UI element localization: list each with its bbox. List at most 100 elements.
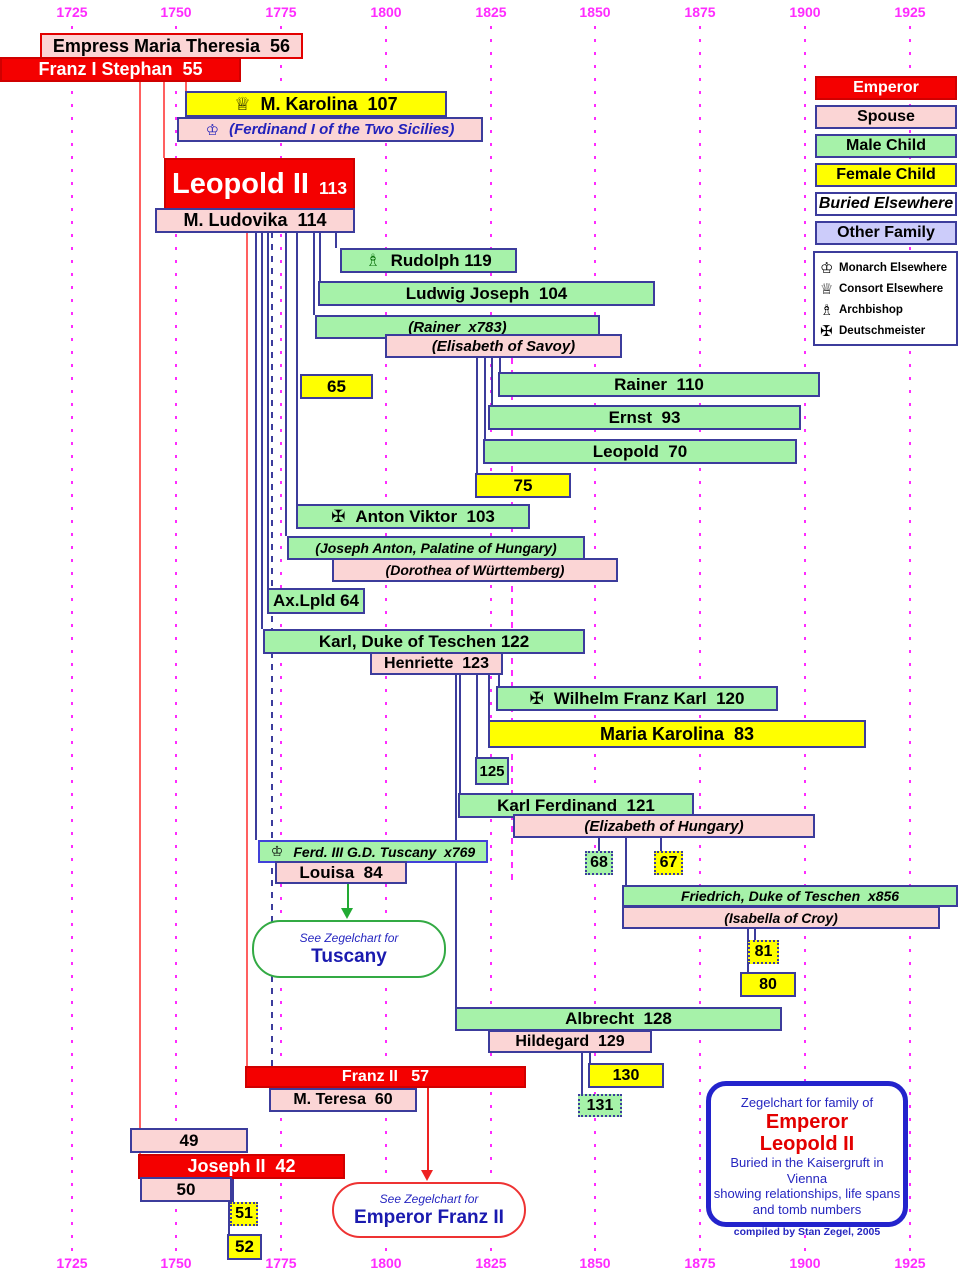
descent-line-12 [271, 232, 273, 1088]
bar-friedrich-duke-of-teschen-x856: Friedrich, Duke of Teschen x856 [622, 885, 958, 907]
bar-tomb-131: 131 [578, 1094, 622, 1117]
top-axis-label-1775: 1775 [265, 4, 297, 20]
bar-tomb-49: 49 [130, 1128, 248, 1153]
bar-m-ludovika-114: M. Ludovika 114 [155, 208, 355, 233]
bottom-axis-label-1800: 1800 [370, 1255, 402, 1271]
descent-line-20 [476, 675, 478, 757]
bar-label: Albrecht 128 [565, 1009, 672, 1028]
bottom-axis-label-1725: 1725 [56, 1255, 88, 1271]
descent-line-13 [511, 358, 513, 884]
bar-label: Franz I Stephan 55 [38, 59, 203, 79]
descent-line-19 [488, 675, 490, 720]
bar-label: Louisa 84 [299, 862, 383, 882]
bar-label: 51 [235, 1205, 253, 1222]
bottom-axis-label-1825: 1825 [475, 1255, 507, 1271]
franz-ii-arrow-head [421, 1170, 433, 1181]
top-axis-label-1800: 1800 [370, 4, 402, 20]
bar-label: Ax.Lpld 64 [273, 591, 359, 610]
descent-line-1 [163, 59, 165, 158]
archbishop-icon: ♗ [365, 250, 381, 271]
monarch-icon: ♔ [205, 120, 220, 139]
tuscany-chart-link-bubble[interactable]: See Zegelchart for Tuscany [252, 920, 446, 978]
title-desc-1: Buried in the Kaisergruft in Vienna [730, 1155, 884, 1186]
descent-line-10 [261, 232, 263, 629]
bar-label: (Joseph Anton, Palatine of Hungary) [315, 540, 557, 556]
legend-icon-row-monarch: ♔ Monarch Elsewhere [820, 257, 953, 278]
year-gridline-1725 [71, 26, 73, 1252]
bar-label: Empress Maria Theresia 56 [52, 35, 291, 56]
legend-icon-label: Archbishop [839, 303, 903, 316]
top-axis-label-1725: 1725 [56, 4, 88, 20]
descent-line-30 [232, 1179, 234, 1202]
bar-hildegard-129: Hildegard 129 [488, 1030, 652, 1053]
bar-label: (Isabella of Croy) [724, 909, 838, 926]
bar-franz-i-stephan: Franz I Stephan 55 [0, 57, 241, 82]
bottom-axis-label-1850: 1850 [579, 1255, 611, 1271]
bar-label: (Rainer x783) [408, 318, 507, 336]
bar-label: Leopold 70 [592, 441, 688, 461]
bar-tomb-65: 65 [300, 374, 373, 399]
chart-title-box: Zegelchart for family of Emperor Leopold… [706, 1081, 908, 1238]
bar-label: 50 [176, 1179, 196, 1199]
bar-tomb-52: 52 [227, 1234, 262, 1260]
top-axis-label-1850: 1850 [579, 4, 611, 20]
legend-item-spouse: Spouse [815, 105, 957, 129]
bar-maria-karolina-83: Maria Karolina 83 [488, 720, 866, 748]
descent-line-21 [459, 675, 461, 793]
archbishop-icon: ♗ [820, 300, 834, 319]
bar-tomb-51: 51 [230, 1202, 258, 1226]
bar-tomb-130: 130 [588, 1063, 664, 1088]
bar-label: M. Karolina 107 [260, 93, 398, 114]
bar-label: (Elizabeth of Hungary) [584, 817, 744, 835]
legend-item-other: Other Family [815, 221, 957, 245]
consort-icon: ♕ [820, 279, 834, 298]
bottom-axis-label-1875: 1875 [684, 1255, 716, 1271]
bar-label: Ferd. III G.D. Tuscany x769 [293, 843, 476, 860]
franz-ii-arrow [427, 1088, 429, 1170]
bar-label: 67 [659, 854, 678, 871]
legend-icon-row-deutschmeister: ✠ Deutschmeister [820, 320, 953, 341]
bar-ernst-93: Ernst 93 [488, 405, 801, 430]
bar-label: (Elisabeth of Savoy) [431, 337, 576, 355]
top-axis-label-1925: 1925 [894, 4, 926, 20]
descent-line-16 [484, 358, 486, 439]
legend-icon-row-consort: ♕ Consort Elsewhere [820, 278, 953, 299]
title-emperor: Emperor [765, 1111, 849, 1133]
bar-label: 68 [590, 854, 608, 871]
descent-line-4 [335, 232, 337, 248]
descent-line-7 [296, 232, 298, 504]
bar-label: (Ferdinand I of the Two Sicilies) [229, 121, 455, 138]
descent-line-28 [589, 1053, 591, 1063]
franz-bubble-caption: See Zegelchart for [379, 1191, 479, 1206]
tuscany-arrow [347, 884, 349, 908]
top-axis-label-1825: 1825 [475, 4, 507, 20]
franz-ii-chart-link-bubble[interactable]: See Zegelchart for Emperor Franz II [332, 1182, 526, 1238]
year-gridline-1900 [804, 26, 806, 1252]
year-gridline-1875 [699, 26, 701, 1252]
bar-henriette-123: Henriette 123 [370, 652, 503, 675]
bar-label: Henriette 123 [384, 654, 489, 672]
bottom-axis-label-1900: 1900 [789, 1255, 821, 1271]
monarch-icon: ♔ [820, 258, 834, 277]
bar-label: Ludwig Joseph 104 [405, 283, 568, 303]
bar-label: Franz II 57 [341, 1068, 430, 1085]
bar-label: 130 [612, 1066, 640, 1084]
legend-icon-label: Deutschmeister [839, 324, 926, 337]
bottom-axis-label-1925: 1925 [894, 1255, 926, 1271]
bar-label: M. Teresa 60 [293, 1091, 393, 1108]
bar-ludwig-joseph-104: Ludwig Joseph 104 [318, 281, 655, 306]
bar-m-karolina-107: ♕ M. Karolina 107 [185, 91, 447, 117]
descent-line-23 [598, 838, 600, 851]
deutschmeister-icon: ✠ [820, 321, 833, 340]
title-desc-2: showing relationships, life spans [713, 1186, 901, 1201]
bar-elisabeth-of-savoy: (Elisabeth of Savoy) [385, 334, 622, 358]
bar-label: Friedrich, Duke of Teschen x856 [680, 888, 900, 904]
bar-dorothea-wurttemberg: (Dorothea of Württemberg) [332, 558, 618, 582]
bar-label: Maria Karolina 83 [599, 723, 755, 744]
bar-albrecht-128: Albrecht 128 [455, 1007, 782, 1031]
tuscany-arrow-head [341, 908, 353, 919]
top-axis-label-1875: 1875 [684, 4, 716, 20]
deutschmeister-icon: ✠ [529, 688, 544, 709]
bar-ferd-iii-gd-tuscany: ♔ Ferd. III G.D. Tuscany x769 [258, 840, 488, 863]
bar-label: Karl, Duke of Teschen 122 [318, 631, 530, 651]
